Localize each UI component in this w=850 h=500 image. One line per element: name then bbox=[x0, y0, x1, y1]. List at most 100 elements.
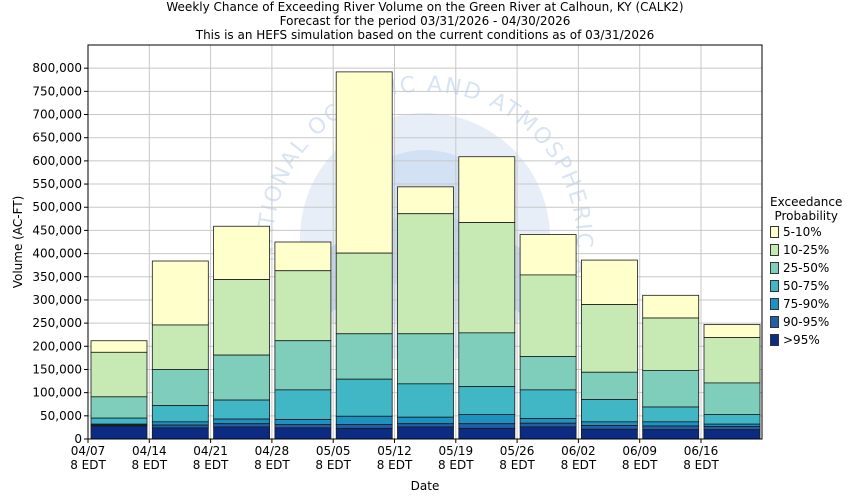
x-tick-label: 06/09 bbox=[622, 444, 657, 458]
legend-label: 75-90% bbox=[783, 297, 830, 311]
bar-segment-5-10pct bbox=[151, 260, 209, 326]
x-tick-label: 05/05 bbox=[316, 444, 351, 458]
legend-swatch bbox=[770, 262, 779, 274]
bar-segment-10-25pct bbox=[274, 270, 332, 342]
axes-group: 0 50,000 100,000 150,000 200,000 250,000 300,0… bbox=[32, 44, 763, 472]
bar-segment-25-50pct bbox=[274, 340, 332, 391]
bar-segment-50-75pct bbox=[642, 406, 700, 423]
bar-segment-10-25pct bbox=[703, 337, 761, 384]
legend-label: >95% bbox=[783, 333, 820, 347]
bar-04-21 bbox=[213, 225, 271, 440]
legend-label: 5-10% bbox=[783, 225, 822, 239]
x-tick-label: 04/14 bbox=[132, 444, 167, 458]
bar-segment-gt95pct bbox=[151, 427, 209, 440]
bar-05-26 bbox=[519, 234, 577, 440]
legend-label: 10-25% bbox=[783, 243, 830, 257]
bar-segment-75-90pct bbox=[397, 416, 454, 425]
legend-item: 90-95% bbox=[770, 313, 842, 331]
bar-04-28 bbox=[274, 241, 332, 440]
x-axis-title: Date bbox=[411, 479, 440, 493]
bar-segment-50-75pct bbox=[397, 383, 454, 418]
legend-swatch bbox=[770, 316, 779, 328]
y-tick-label: 600,000 bbox=[32, 154, 82, 168]
bar-segment-90-95pct bbox=[274, 424, 332, 429]
bar-segment-25-50pct bbox=[90, 396, 148, 419]
bar-segment-50-75pct bbox=[458, 386, 516, 415]
y-tick-label: 250,000 bbox=[32, 316, 82, 330]
bar-segment-50-75pct bbox=[519, 389, 577, 420]
y-tick-label: 500,000 bbox=[32, 200, 82, 214]
x-tick-label: 04/07 bbox=[71, 444, 106, 458]
y-tick-label: 0 bbox=[74, 432, 82, 446]
bar-segment-5-10pct bbox=[90, 340, 148, 353]
bar-06-09 bbox=[642, 294, 700, 440]
y-tick-label: 800,000 bbox=[32, 61, 82, 75]
legend-label: 90-95% bbox=[783, 315, 830, 329]
x-tick-label: 05/19 bbox=[439, 444, 474, 458]
y-tick-label: 650,000 bbox=[32, 131, 82, 145]
bar-segment-5-10pct bbox=[642, 294, 700, 319]
chart-subtitle-simulation: This is an HEFS simulation based on the … bbox=[195, 28, 655, 42]
chart-subtitle-period: Forecast for the period 03/31/2026 - 04/… bbox=[279, 14, 571, 28]
x-tick-label: 8 EDT bbox=[193, 458, 229, 472]
x-tick-label: 05/26 bbox=[500, 444, 535, 458]
bar-segment-25-50pct bbox=[642, 369, 700, 408]
bar-segment-90-95pct bbox=[335, 424, 393, 429]
bar-segment-gt95pct bbox=[274, 427, 332, 440]
bar-segment-5-10pct bbox=[397, 186, 454, 215]
bar-05-12 bbox=[397, 186, 454, 440]
bar-segment-gt95pct bbox=[581, 428, 638, 440]
legend-swatch bbox=[770, 244, 779, 256]
bar-segment-10-25pct bbox=[213, 279, 271, 356]
bar-segment-25-50pct bbox=[703, 382, 761, 415]
y-tick-label: 300,000 bbox=[32, 293, 82, 307]
y-tick-label: 700,000 bbox=[32, 108, 82, 122]
bar-segment-50-75pct bbox=[274, 389, 332, 420]
bar-segment-gt95pct bbox=[703, 429, 761, 440]
legend-label: 50-75% bbox=[783, 279, 830, 293]
chart-title-block: Weekly Chance of Exceeding River Volume … bbox=[0, 0, 850, 42]
bar-segment-90-95pct bbox=[642, 425, 700, 431]
legend-swatch bbox=[770, 298, 779, 310]
y-tick-label: 750,000 bbox=[32, 84, 82, 98]
bar-segment-5-10pct bbox=[213, 225, 271, 280]
x-tick-label: 8 EDT bbox=[70, 458, 106, 472]
bar-segment-gt95pct bbox=[458, 427, 516, 440]
bar-segment-75-90pct bbox=[581, 421, 638, 426]
bar-segment-10-25pct bbox=[642, 317, 700, 371]
bar-segment-90-95pct bbox=[519, 422, 577, 428]
bar-segment-75-90pct bbox=[458, 414, 516, 425]
y-tick-label: 550,000 bbox=[32, 177, 82, 191]
bar-segment-5-10pct bbox=[335, 71, 393, 254]
bar-04-07 bbox=[90, 340, 148, 440]
bar-segment-75-90pct bbox=[335, 415, 393, 426]
bar-segment-5-10pct bbox=[274, 241, 332, 272]
bar-segment-90-95pct bbox=[213, 423, 271, 428]
bar-06-16 bbox=[703, 324, 761, 440]
bar-segment-75-90pct bbox=[519, 418, 577, 424]
bar-05-05 bbox=[335, 71, 393, 440]
legend-swatch bbox=[770, 334, 779, 346]
bar-segment-gt95pct bbox=[519, 426, 577, 440]
bar-segment-10-25pct bbox=[335, 252, 393, 335]
y-tick-label: 400,000 bbox=[32, 247, 82, 261]
bar-segment-gt95pct bbox=[90, 425, 148, 440]
legend-swatch bbox=[770, 226, 779, 238]
bar-segment-25-50pct bbox=[335, 333, 393, 380]
y-tick-label: 100,000 bbox=[32, 386, 82, 400]
legend: Exceedance Probability 5-10% 10-25% 25-50%… bbox=[770, 195, 842, 349]
bar-segment-10-25pct bbox=[397, 213, 454, 335]
x-tick-label: 06/16 bbox=[684, 444, 719, 458]
y-tick-label: 200,000 bbox=[32, 339, 82, 353]
legend-item: 75-90% bbox=[770, 295, 842, 313]
bar-segment-50-75pct bbox=[213, 399, 271, 420]
bar-segment-10-25pct bbox=[90, 351, 148, 398]
bar-05-19 bbox=[458, 156, 516, 440]
bar-segment-50-75pct bbox=[335, 378, 393, 417]
bar-segment-5-10pct bbox=[458, 156, 516, 223]
legend-item: 5-10% bbox=[770, 223, 842, 241]
legend-swatch bbox=[770, 280, 779, 292]
x-tick-label: 8 EDT bbox=[683, 458, 719, 472]
x-tick-label: 8 EDT bbox=[499, 458, 535, 472]
